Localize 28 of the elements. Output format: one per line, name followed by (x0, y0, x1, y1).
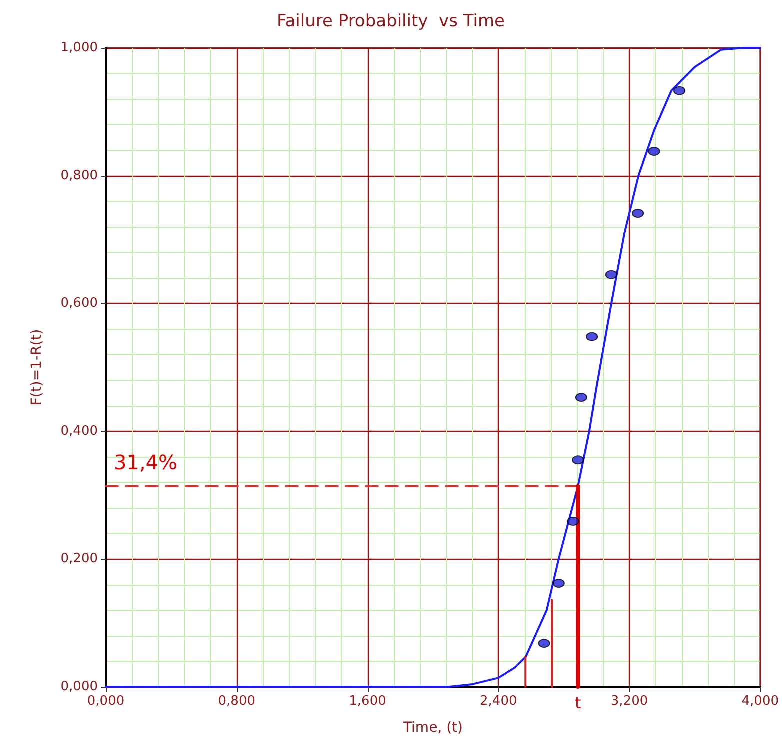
x-tick-label: 3,200 (610, 694, 648, 709)
point (586, 332, 598, 342)
point (552, 578, 565, 588)
x-tick-label: 4,000 (742, 694, 779, 709)
chart-title: Failure Probability vs Time (277, 12, 505, 32)
point (538, 639, 550, 648)
y-tick-label: 0,600 (60, 296, 98, 312)
y-tick-label: 0,400 (60, 424, 98, 439)
x-tick-label: 2,400 (480, 694, 518, 709)
y-axis-title: F(t)=1-R(t) (29, 329, 45, 406)
x-tick-label: 0,000 (87, 694, 125, 709)
y-tick-label: 0,000 (60, 680, 98, 694)
line-series (105, 47, 762, 688)
point (567, 517, 580, 526)
y-tick-label: 1,000 (60, 40, 98, 56)
annotation: 31,4% (114, 450, 178, 474)
x-axis-title: Time, (t) (402, 720, 463, 736)
point (606, 270, 618, 280)
y-tick-label: 0,800 (60, 168, 98, 184)
point (648, 147, 660, 156)
x-tick-label: 0,800 (218, 694, 256, 709)
point (575, 393, 588, 402)
x-tick-label: t (575, 694, 582, 712)
y-tick-label: 0,200 (60, 552, 98, 567)
point (632, 209, 644, 218)
point (572, 456, 584, 465)
point (674, 86, 686, 96)
x-tick-label: 1,600 (349, 694, 386, 709)
